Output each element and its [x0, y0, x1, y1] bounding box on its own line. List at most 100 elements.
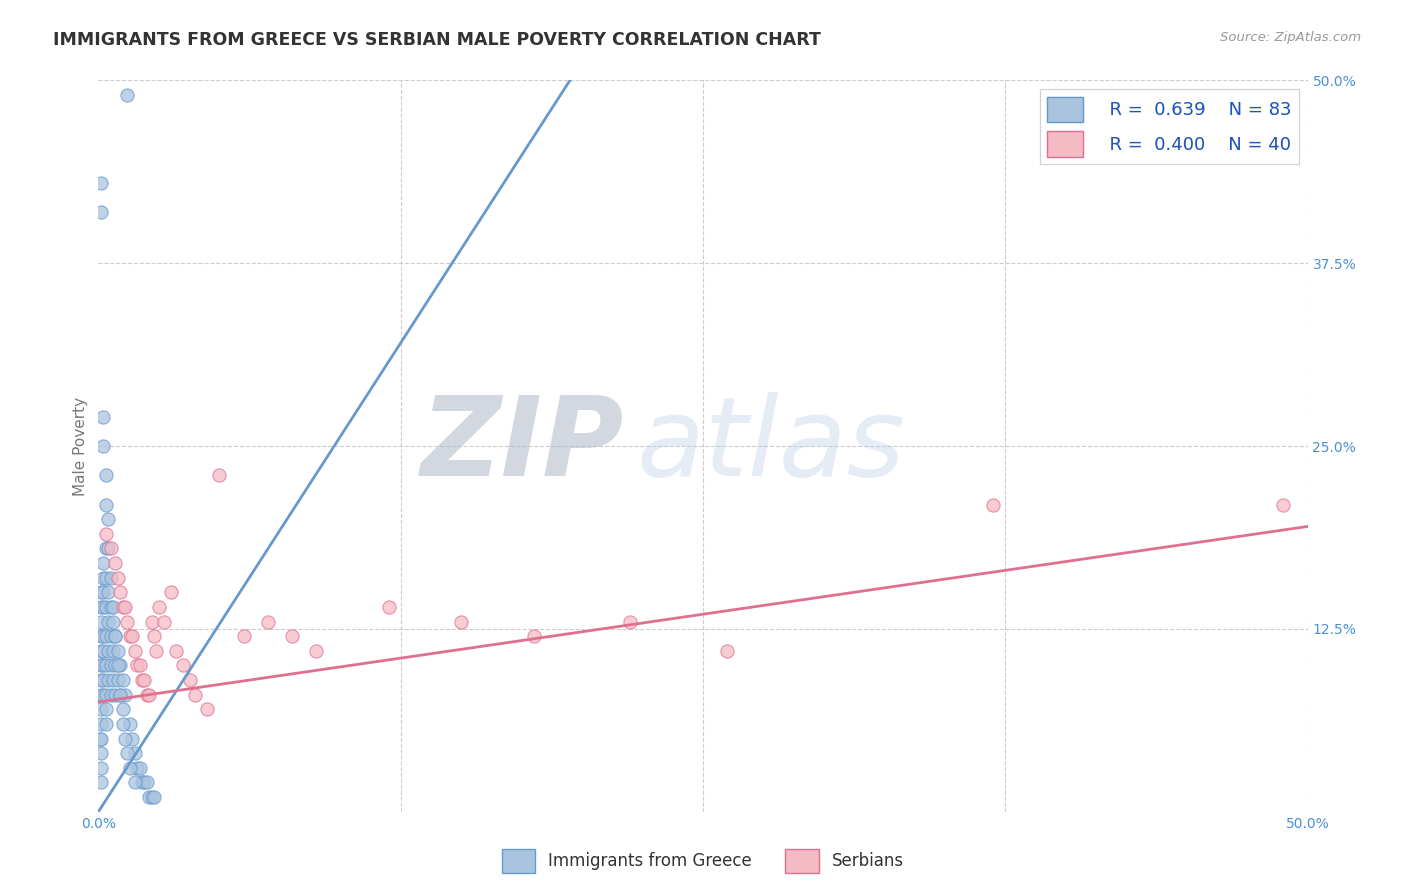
Point — [90, 731, 112, 746]
Point — [145, 644, 167, 658]
Point — [143, 790, 166, 805]
Point — [114, 599, 136, 614]
Point — [94, 526, 117, 541]
Point — [91, 644, 114, 658]
Point — [114, 688, 136, 702]
Point — [232, 629, 254, 643]
Point — [138, 790, 160, 805]
Point — [134, 673, 156, 687]
Point — [148, 599, 170, 614]
Point — [131, 673, 153, 687]
Point — [281, 629, 304, 643]
Point — [100, 541, 122, 556]
Point — [523, 629, 546, 643]
Point — [450, 615, 472, 629]
Point — [377, 599, 399, 614]
Point — [716, 644, 738, 658]
Point — [97, 644, 120, 658]
Point — [91, 556, 114, 570]
Point — [101, 599, 124, 614]
Point — [124, 644, 146, 658]
Point — [619, 615, 641, 629]
Point — [111, 717, 134, 731]
Point — [91, 599, 114, 614]
Point — [90, 717, 112, 731]
Point — [111, 673, 134, 687]
Point — [107, 644, 129, 658]
Point — [91, 673, 114, 687]
Point — [94, 599, 117, 614]
Point — [121, 629, 143, 643]
Point — [90, 599, 112, 614]
Point — [981, 498, 1004, 512]
Point — [107, 571, 129, 585]
Point — [101, 644, 124, 658]
Point — [90, 761, 112, 775]
Point — [100, 658, 122, 673]
Point — [108, 688, 131, 702]
Point — [91, 409, 114, 424]
Point — [90, 205, 112, 219]
Point — [94, 468, 117, 483]
Point — [94, 658, 117, 673]
Point — [118, 761, 141, 775]
Point — [141, 615, 163, 629]
Point — [100, 599, 122, 614]
Point — [91, 658, 114, 673]
Point — [184, 688, 207, 702]
Text: atlas: atlas — [637, 392, 905, 500]
Point — [124, 775, 146, 789]
Point — [107, 658, 129, 673]
Point — [91, 571, 114, 585]
Point — [97, 585, 120, 599]
Point — [94, 571, 117, 585]
Point — [127, 761, 149, 775]
Point — [195, 702, 218, 716]
Point — [179, 673, 201, 687]
Point — [94, 498, 117, 512]
Point — [143, 629, 166, 643]
Point — [90, 775, 112, 789]
Point — [160, 585, 183, 599]
Point — [101, 673, 124, 687]
Point — [100, 571, 122, 585]
Point — [104, 556, 127, 570]
Point — [97, 615, 120, 629]
Point — [91, 585, 114, 599]
Point — [94, 629, 117, 643]
Point — [165, 644, 187, 658]
Point — [91, 629, 114, 643]
Y-axis label: Male Poverty: Male Poverty — [73, 396, 89, 496]
Point — [135, 688, 157, 702]
Legend: Immigrants from Greece, Serbians: Immigrants from Greece, Serbians — [495, 842, 911, 880]
Point — [104, 629, 127, 643]
Point — [94, 702, 117, 716]
Point — [256, 615, 278, 629]
Legend:   R =  0.639    N = 83,   R =  0.400    N = 40: R = 0.639 N = 83, R = 0.400 N = 40 — [1040, 89, 1299, 164]
Point — [90, 688, 112, 702]
Point — [134, 775, 156, 789]
Point — [97, 541, 120, 556]
Point — [104, 658, 127, 673]
Point — [94, 688, 117, 702]
Point — [90, 615, 112, 629]
Point — [104, 688, 127, 702]
Point — [1272, 498, 1295, 512]
Text: ZIP: ZIP — [420, 392, 624, 500]
Point — [89, 731, 111, 746]
Text: IMMIGRANTS FROM GREECE VS SERBIAN MALE POVERTY CORRELATION CHART: IMMIGRANTS FROM GREECE VS SERBIAN MALE P… — [53, 31, 821, 49]
Point — [152, 615, 174, 629]
Point — [131, 775, 153, 789]
Point — [127, 658, 149, 673]
Point — [128, 658, 150, 673]
Point — [111, 702, 134, 716]
Point — [90, 746, 112, 760]
Point — [111, 599, 134, 614]
Point — [117, 746, 139, 760]
Point — [141, 790, 163, 805]
Point — [100, 688, 122, 702]
Point — [90, 176, 112, 190]
Point — [118, 629, 141, 643]
Point — [108, 585, 131, 599]
Point — [107, 673, 129, 687]
